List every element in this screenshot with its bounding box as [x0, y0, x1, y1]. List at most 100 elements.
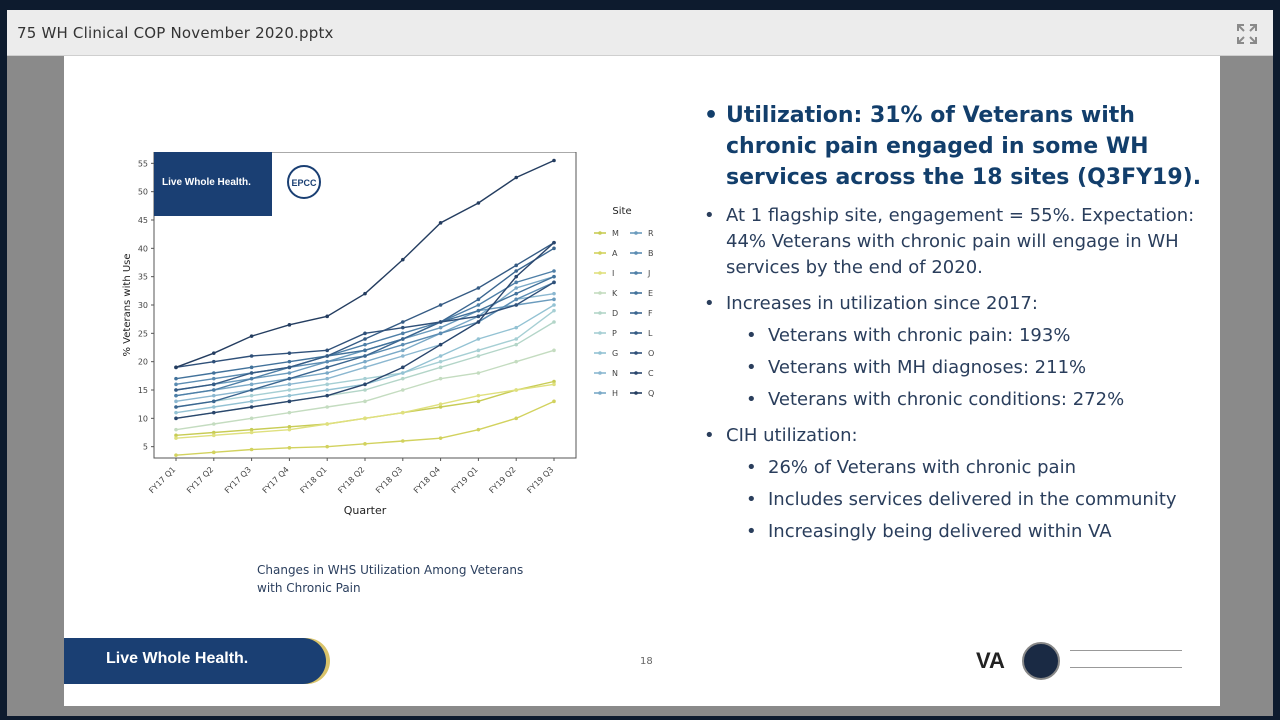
data-point — [476, 286, 481, 290]
data-point — [552, 308, 556, 313]
data-point — [401, 371, 405, 375]
data-point — [249, 354, 254, 358]
legend-label: A — [612, 249, 618, 258]
data-point — [212, 376, 216, 381]
data-point — [212, 410, 216, 415]
data-point — [212, 422, 216, 426]
file-title: 75 WH Clinical COP November 2020.pptx — [17, 24, 334, 42]
brand-box — [154, 152, 272, 216]
data-point — [363, 376, 367, 381]
footer-brand: Live Whole Health. — [106, 650, 249, 667]
va-seal-icon — [1022, 642, 1060, 680]
x-tick-label: FY17 Q2 — [185, 465, 215, 495]
data-point — [401, 376, 405, 381]
data-point — [552, 379, 556, 384]
data-point — [325, 444, 329, 449]
data-point — [438, 365, 443, 370]
data-point — [514, 303, 518, 307]
data-point — [476, 303, 481, 307]
data-point — [212, 382, 216, 387]
data-point — [287, 425, 292, 429]
y-tick-label: 30 — [138, 301, 148, 310]
legend-label: M — [612, 229, 619, 238]
y-tick-label: 50 — [138, 188, 148, 197]
data-point — [476, 320, 481, 324]
page-number: 18 — [640, 656, 653, 667]
data-point — [401, 388, 405, 392]
data-point — [325, 371, 329, 375]
data-point — [552, 274, 556, 279]
legend-label: R — [648, 229, 654, 238]
y-tick-label: 35 — [138, 273, 148, 282]
data-point — [325, 354, 329, 358]
legend-label: D — [612, 309, 618, 318]
data-point — [249, 365, 254, 370]
data-point — [438, 436, 443, 440]
data-point — [287, 410, 292, 415]
brand-label: Live Whole Health. — [162, 177, 251, 188]
data-point — [174, 416, 178, 421]
data-point — [363, 331, 367, 336]
x-tick-label: FY19 Q1 — [450, 465, 480, 495]
data-point — [476, 201, 481, 205]
y-tick-label: 20 — [138, 358, 148, 367]
headline-bullet: Utilization: 31% of Veterans with chroni… — [704, 100, 1204, 193]
data-point — [401, 257, 405, 262]
data-point — [174, 410, 178, 415]
data-point — [476, 427, 481, 432]
legend-label: B — [648, 249, 654, 258]
legend-label: L — [648, 329, 653, 338]
data-point — [401, 325, 405, 330]
expand-icon[interactable] — [1235, 22, 1259, 46]
data-point — [212, 393, 216, 398]
data-point — [438, 402, 443, 406]
legend-marker — [598, 351, 602, 355]
data-point — [514, 359, 518, 364]
legend-marker — [634, 231, 638, 235]
data-point — [363, 382, 367, 387]
data-point — [287, 399, 292, 404]
slide: Live Whole Health. EPCC 5 10 15 20 25 30 35 40 45 5… — [64, 56, 1220, 706]
data-point — [552, 320, 556, 324]
data-point — [363, 342, 367, 347]
data-point — [552, 303, 556, 307]
data-point — [476, 337, 481, 341]
data-point — [174, 405, 178, 409]
data-point — [249, 334, 254, 338]
legend-marker — [598, 231, 602, 235]
data-point — [438, 405, 443, 409]
data-point — [438, 303, 443, 307]
data-point — [438, 342, 443, 347]
data-point — [212, 351, 216, 355]
legend-marker — [634, 251, 638, 255]
y-tick-label: 40 — [138, 244, 148, 253]
data-point — [363, 337, 367, 341]
data-point — [174, 436, 178, 440]
legend-label: H — [612, 389, 618, 398]
increase-item: Veterans with MH diagnoses: 211% — [704, 355, 1204, 381]
data-point — [401, 320, 405, 324]
data-point — [249, 430, 254, 435]
data-point — [401, 331, 405, 336]
dept-logo-text — [1070, 650, 1182, 668]
y-tick-label: 25 — [138, 329, 148, 338]
data-point — [174, 376, 178, 381]
data-point — [363, 416, 367, 421]
x-tick-label: FY19 Q3 — [525, 465, 555, 495]
x-tick-label: FY17 Q3 — [223, 465, 253, 495]
y-tick-label: 45 — [138, 216, 148, 225]
data-point — [514, 274, 518, 279]
data-point — [325, 388, 329, 392]
data-point — [363, 442, 367, 446]
x-tick-label: FY19 Q2 — [487, 465, 517, 495]
data-point — [514, 291, 518, 296]
increases-bullet: Increases in utilization since 2017: — [704, 291, 1204, 317]
data-point — [174, 388, 178, 392]
data-point — [212, 405, 216, 409]
bullet-list: Utilization: 31% of Veterans with chroni… — [704, 100, 1204, 545]
data-point — [174, 433, 178, 438]
data-point — [325, 376, 329, 381]
title-bar: 75 WH Clinical COP November 2020.pptx — [7, 10, 1273, 56]
data-point — [325, 382, 329, 387]
data-point — [174, 453, 178, 457]
